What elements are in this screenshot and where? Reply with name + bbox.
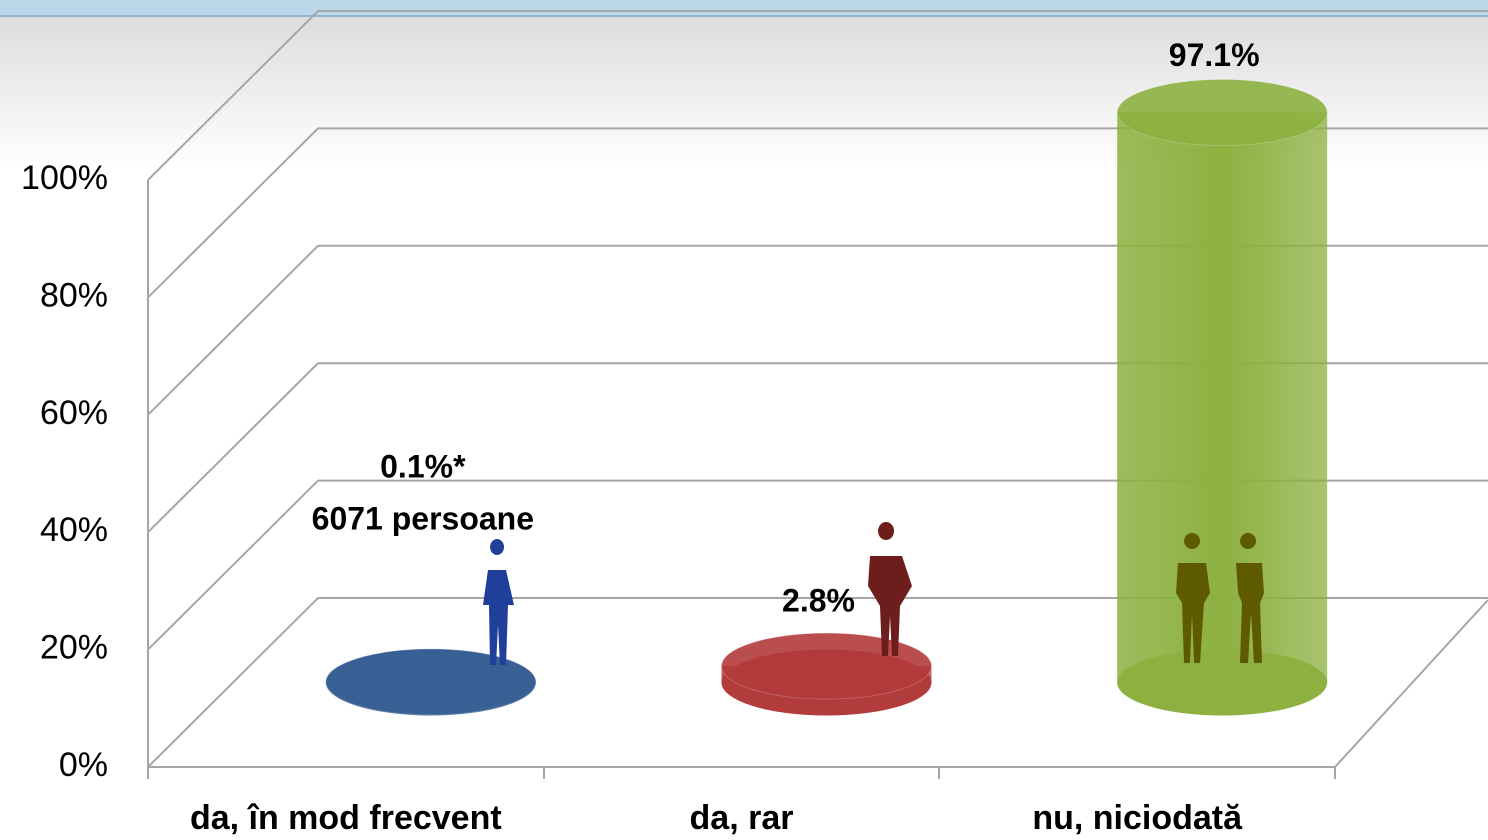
top-band xyxy=(0,0,1488,16)
silhouettes xyxy=(483,522,1264,665)
value-label: 0.1%* xyxy=(380,448,466,484)
y-tick-label: 40% xyxy=(40,511,108,549)
x-tick-label: da, în mod frecvent xyxy=(190,799,502,837)
x-tick-label: nu, niciodată xyxy=(1032,799,1243,837)
y-tick-label: 0% xyxy=(59,746,108,784)
grid-line xyxy=(147,244,1488,416)
cylinder xyxy=(1116,79,1328,716)
cylinder xyxy=(721,632,932,716)
grid-line xyxy=(147,597,1488,768)
axes xyxy=(147,180,1488,779)
grid-line xyxy=(147,479,1488,651)
value-label: 2.8% xyxy=(782,583,855,619)
annotation: 6071 persoane xyxy=(312,500,534,536)
y-tick-label: 100% xyxy=(21,159,108,197)
value-label: 97.1% xyxy=(1169,37,1260,73)
x-tick-label: da, rar xyxy=(690,799,794,837)
y-tick-label: 60% xyxy=(40,394,108,432)
cylinder-top xyxy=(325,648,537,716)
grid-line xyxy=(147,362,1488,533)
y-tick-label: 80% xyxy=(40,276,108,314)
cylinder-top xyxy=(1116,79,1328,147)
y-tick-label: 20% xyxy=(40,629,108,667)
grid-line xyxy=(147,127,1488,299)
cylinder xyxy=(325,648,537,716)
cylinder-body xyxy=(1117,112,1328,683)
grid-line xyxy=(147,10,1488,181)
cylinder-top xyxy=(721,632,932,700)
